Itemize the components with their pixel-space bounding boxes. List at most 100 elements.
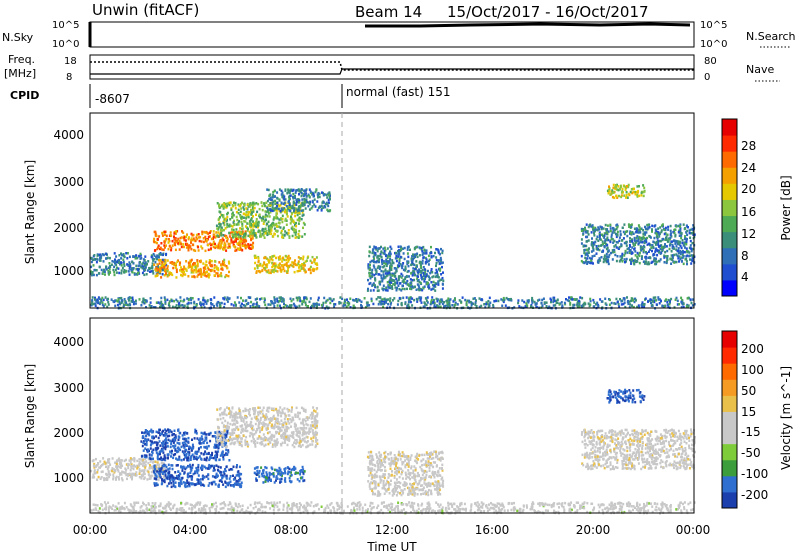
power-cell xyxy=(286,205,288,208)
velocity-cell xyxy=(199,442,201,445)
power-cell xyxy=(435,269,437,272)
power-cell xyxy=(639,231,641,234)
power-cell xyxy=(413,299,415,302)
power-cell xyxy=(666,250,668,253)
power-cell xyxy=(298,222,300,225)
power-cell xyxy=(371,298,373,301)
power-cell xyxy=(200,245,202,248)
power-cell xyxy=(181,236,183,239)
power-cell xyxy=(374,252,376,255)
power-cell xyxy=(114,252,116,255)
power-cell xyxy=(294,195,296,198)
velocity-cell xyxy=(166,485,168,488)
power-cell xyxy=(288,196,290,199)
power-cell xyxy=(272,255,274,258)
power-cell xyxy=(450,298,452,301)
velocity-cell xyxy=(148,471,150,474)
power-cell xyxy=(223,248,225,251)
power-cell xyxy=(263,202,265,205)
power-cell xyxy=(578,302,580,305)
power-cell xyxy=(421,250,423,253)
power-cell xyxy=(305,301,307,304)
power-cell xyxy=(571,298,573,301)
velocity-cell xyxy=(174,471,176,474)
power-cell xyxy=(406,296,408,299)
power-cell xyxy=(156,242,158,245)
power-cell xyxy=(374,278,376,281)
power-cell xyxy=(182,273,184,276)
velocity-cell xyxy=(116,476,118,479)
power-cell xyxy=(639,262,641,265)
power-cell xyxy=(459,299,461,302)
power-cell xyxy=(616,241,618,244)
power-cell xyxy=(165,273,167,276)
power-cell xyxy=(392,299,394,302)
power-cell xyxy=(103,260,105,263)
power-cell xyxy=(430,252,432,255)
power-cell xyxy=(436,262,438,265)
power-cell xyxy=(673,247,675,250)
velocity-cell xyxy=(104,461,106,464)
power-cell xyxy=(639,237,641,240)
velocity-cell xyxy=(120,466,122,469)
power-cell xyxy=(310,266,312,269)
power-cell xyxy=(597,226,599,229)
power-cell xyxy=(283,259,285,262)
power-cell xyxy=(274,207,276,210)
velocity-cell xyxy=(102,463,104,466)
power-cell xyxy=(692,232,694,235)
power-cell xyxy=(391,259,393,262)
power-cell xyxy=(383,260,385,263)
power-cell xyxy=(381,259,383,262)
power-cell xyxy=(295,233,297,236)
velocity-cell xyxy=(138,458,140,461)
power-cell xyxy=(99,301,101,304)
power-cell xyxy=(159,271,161,274)
power-cell xyxy=(169,305,171,308)
power-cell xyxy=(583,245,585,248)
velocity-cell xyxy=(208,445,210,448)
power-cell xyxy=(186,269,188,272)
power-cell xyxy=(615,244,617,247)
power-cell xyxy=(174,244,176,247)
velocity-cell xyxy=(157,447,159,450)
power-cell xyxy=(204,236,206,239)
power-cell xyxy=(600,244,602,247)
power-cell xyxy=(685,240,687,243)
power-cell xyxy=(101,269,103,272)
power-cell xyxy=(281,236,283,239)
power-cell xyxy=(91,261,93,264)
power-cell xyxy=(289,210,291,213)
power-cell xyxy=(671,250,673,253)
power-cell xyxy=(307,257,309,260)
power-cell xyxy=(298,193,300,196)
velocity-cell xyxy=(213,467,215,470)
power-cell xyxy=(150,297,152,300)
power-cell xyxy=(262,264,264,267)
power-cell xyxy=(501,305,503,308)
power-cell xyxy=(430,281,432,284)
power-cell xyxy=(219,210,221,213)
power-cell xyxy=(176,271,178,274)
velocity-cell xyxy=(208,433,210,436)
power-cell xyxy=(669,237,671,240)
power-cell xyxy=(302,227,304,230)
power-cell xyxy=(301,303,303,306)
power-cell xyxy=(122,267,124,270)
power-cell xyxy=(586,240,588,243)
power-cell xyxy=(197,270,199,273)
velocity-cell xyxy=(163,467,165,470)
power-cell xyxy=(673,261,675,264)
power-cell xyxy=(151,256,153,259)
power-cell xyxy=(241,202,243,205)
power-cell xyxy=(404,288,406,291)
power-cell xyxy=(201,273,203,276)
power-cell xyxy=(277,217,279,220)
velocity-cell xyxy=(139,473,141,476)
power-cell xyxy=(409,282,411,285)
power-cell xyxy=(284,219,286,222)
power-cell xyxy=(175,239,177,242)
power-cell xyxy=(379,283,381,286)
power-cell xyxy=(225,218,227,221)
velocity-cell xyxy=(174,453,176,456)
